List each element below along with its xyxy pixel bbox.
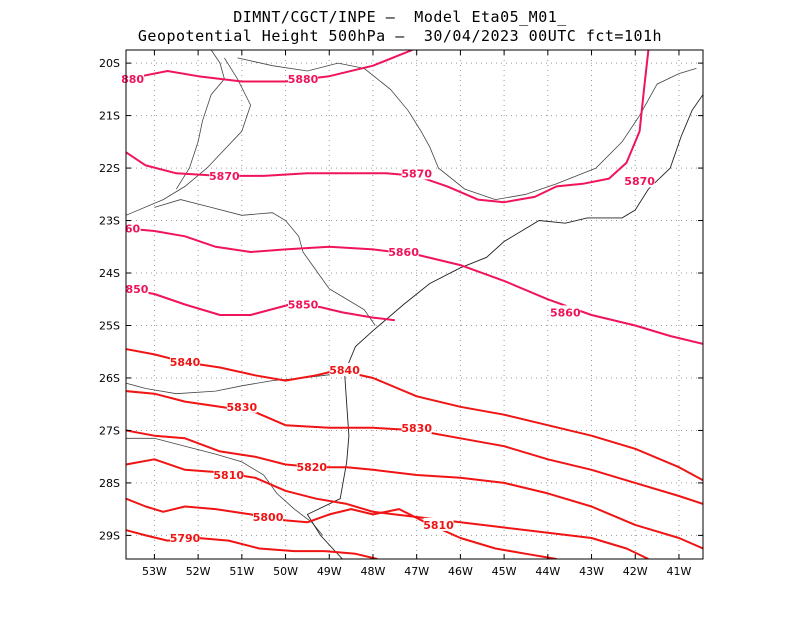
lon-tick-label: 42W xyxy=(623,565,648,578)
lon-tick-label: 41W xyxy=(667,565,692,578)
state-border-mg-rj-es xyxy=(525,68,697,195)
state-border-sc-rs xyxy=(126,437,324,536)
lon-tick-label: 45W xyxy=(492,565,517,578)
lon-tick-label: 52W xyxy=(186,565,211,578)
contour-label-5820: 5820 xyxy=(296,461,327,474)
state-border-sp-pr xyxy=(154,199,376,326)
state-border-north xyxy=(175,50,225,190)
contour-label-5880: 5880 xyxy=(288,73,319,86)
map-title-line-2: Geopotential Height 500hPa – 30/04/2023 … xyxy=(137,27,663,45)
lat-tick-label: 27S xyxy=(99,424,120,437)
lat-tick-label: 23S xyxy=(99,215,120,228)
lon-tick-label: 47W xyxy=(404,565,429,578)
contour-5790 xyxy=(126,529,378,559)
contour-label-5880: 880 xyxy=(121,73,144,86)
contour-label-bg xyxy=(388,245,419,259)
contour-label-bg xyxy=(121,71,145,85)
contour-label-5850: 850 xyxy=(125,283,148,296)
coastline xyxy=(306,94,703,559)
contour-label-5850: 5850 xyxy=(288,299,319,312)
contour-label-bg xyxy=(296,460,327,474)
lon-tick-label: 44W xyxy=(535,565,560,578)
contour-label-5830: 5830 xyxy=(401,422,432,435)
contour-label-5830: 5830 xyxy=(227,401,258,414)
contour-label-bg xyxy=(213,468,244,482)
lat-tick-label: 20S xyxy=(99,57,120,70)
plot-frame xyxy=(125,49,704,560)
contour-label-5800: 5800 xyxy=(253,511,284,524)
contour-label-bg xyxy=(288,71,319,85)
lon-tick-label: 46W xyxy=(448,565,473,578)
contour-label-bg xyxy=(170,531,201,545)
coastline-path xyxy=(306,94,703,559)
contour-label-5810: 5810 xyxy=(213,469,244,482)
contour-label-bg xyxy=(550,305,581,319)
lat-lon-grid xyxy=(126,50,703,559)
contour-5800 xyxy=(126,497,557,559)
lon-tick-label: 48W xyxy=(361,565,386,578)
contour-label-5810: 5810 xyxy=(423,519,454,532)
map-title-line-1: DIMNT/CGCT/INPE – Model Eta05_M01_ xyxy=(233,8,567,26)
contour-5830 xyxy=(126,390,703,505)
state-border-pr-sc xyxy=(126,372,345,395)
contour-label-bg xyxy=(401,166,432,180)
contour-label-5860: 5860 xyxy=(388,246,419,259)
contour-5810 xyxy=(126,458,649,559)
contour-label-bg xyxy=(226,399,257,413)
contour-label-5870: 5870 xyxy=(401,167,432,180)
contour-label-bg xyxy=(329,363,360,377)
lon-tick-label: 53W xyxy=(142,565,167,578)
contour-label-bg xyxy=(401,420,432,434)
contour-label-5870: 5870 xyxy=(624,175,655,188)
state-border-sp-ms-pr xyxy=(126,57,252,216)
lon-tick-label: 51W xyxy=(229,565,254,578)
state-border-mg-sp xyxy=(237,57,527,201)
contour-labels: 880 5880 5870 5870 5870 60 5860 5860 850 5850 5840… xyxy=(121,71,655,545)
contour-5850 xyxy=(126,287,395,322)
lat-tick-label: 22S xyxy=(99,162,120,175)
lon-tick-label: 43W xyxy=(579,565,604,578)
contour-label-bg xyxy=(253,510,284,524)
contour-label-bg xyxy=(124,221,141,235)
lat-tick-label: 29S xyxy=(99,529,120,542)
contour-label-bg xyxy=(423,517,454,531)
contour-label-5870: 5870 xyxy=(209,170,240,183)
contour-label-5840: 5840 xyxy=(329,364,360,377)
contour-label-5790: 5790 xyxy=(170,532,201,545)
lon-tick-label: 49W xyxy=(317,565,342,578)
contour-5820 xyxy=(126,429,703,550)
contour-label-5860: 60 xyxy=(125,222,141,235)
lat-tick-label: 24S xyxy=(99,267,120,280)
political-borders xyxy=(126,50,697,536)
contour-5840 xyxy=(126,348,703,482)
axis-ticks: 20S 21S 22S 23S 24S 25S 26S 27S 28S 29S 53W 52W 51W 5… xyxy=(99,50,703,578)
contour-label-bg xyxy=(624,174,655,188)
contour-label-5860: 5860 xyxy=(550,306,581,319)
lat-tick-label: 26S xyxy=(99,372,120,385)
contour-label-bg xyxy=(288,297,319,311)
contour-label-5840: 5840 xyxy=(170,356,201,369)
lat-tick-label: 25S xyxy=(99,319,120,332)
contour-label-bg xyxy=(125,281,149,295)
contour-5870 xyxy=(126,50,650,204)
lon-tick-label: 50W xyxy=(273,565,298,578)
contour-5880 xyxy=(126,50,413,83)
lat-tick-label: 28S xyxy=(99,477,120,490)
contour-label-bg xyxy=(209,168,240,182)
lat-tick-label: 21S xyxy=(99,110,120,123)
contour-label-bg xyxy=(170,355,201,369)
